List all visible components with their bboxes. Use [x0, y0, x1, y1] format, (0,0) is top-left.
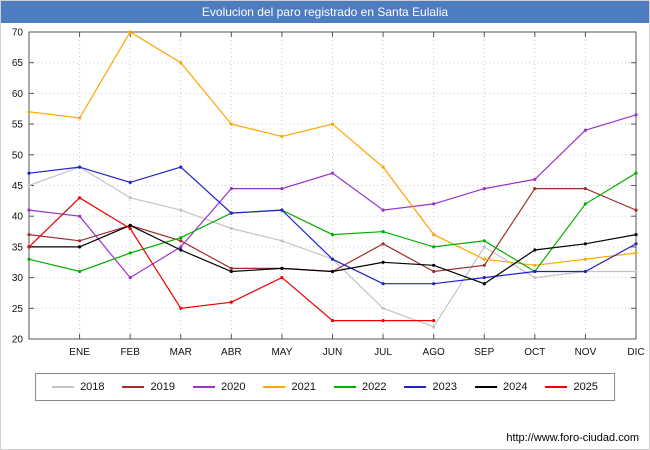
legend-item-2021: 2021 [263, 381, 316, 393]
svg-text:40: 40 [12, 212, 24, 223]
legend-swatch-2018 [52, 386, 75, 388]
svg-text:20: 20 [12, 335, 24, 346]
legend-label-2018: 2018 [80, 381, 105, 393]
legend-item-2025: 2025 [545, 381, 598, 393]
legend-box: 2018 2019 2020 2021 2022 2023 2024 2025 [35, 373, 615, 401]
legend-label-2023: 2023 [432, 381, 457, 393]
svg-text:MAR: MAR [170, 347, 192, 358]
svg-text:ENE: ENE [69, 347, 90, 358]
svg-text:MAY: MAY [271, 347, 292, 358]
legend-swatch-2023 [404, 386, 427, 388]
legend-item-2023: 2023 [404, 381, 457, 393]
legend-swatch-2024 [474, 386, 497, 388]
svg-text:25: 25 [12, 304, 24, 315]
chart-title: Evolucion del paro registrado en Santa E… [1, 1, 649, 23]
svg-text:AGO: AGO [423, 347, 445, 358]
svg-text:60: 60 [12, 89, 24, 100]
legend-item-2024: 2024 [474, 381, 528, 393]
svg-text:55: 55 [12, 120, 24, 131]
line-chart: 20 25 30 35 40 45 50 55 60 65 70 ENE FEB MAR ABR MAY JUN… [12, 28, 645, 359]
svg-text:35: 35 [12, 242, 24, 253]
svg-text:45: 45 [12, 181, 24, 192]
legend-label-2025: 2025 [573, 381, 598, 393]
legend-item-2022: 2022 [334, 381, 386, 393]
legend-swatch-2020 [193, 386, 216, 388]
legend-swatch-2022 [334, 386, 356, 388]
legend-label-2022: 2022 [362, 381, 387, 393]
footer: http://www.foro-ciudad.com [506, 432, 639, 444]
legend-swatch-2021 [263, 386, 286, 388]
svg-text:70: 70 [12, 28, 24, 39]
legend-label-2024: 2024 [502, 381, 528, 393]
svg-text:SEP: SEP [474, 347, 494, 358]
legend-label-2021: 2021 [291, 381, 316, 393]
svg-text:DIC: DIC [627, 347, 644, 358]
svg-text:OCT: OCT [524, 347, 545, 358]
svg-text:65: 65 [12, 58, 24, 69]
svg-text:FEB: FEB [120, 347, 140, 358]
legend-item-2020: 2020 [193, 381, 246, 393]
legend-item-2019: 2019 [122, 381, 176, 393]
legend-item-2018: 2018 [52, 381, 105, 393]
legend-swatch-2019 [122, 386, 145, 388]
legend-label-2019: 2019 [150, 381, 176, 393]
svg-text:ABR: ABR [221, 347, 242, 358]
svg-text:NOV: NOV [575, 347, 597, 358]
svg-text:30: 30 [12, 273, 24, 284]
legend-swatch-2025 [545, 386, 568, 388]
svg-text:JUL: JUL [374, 347, 392, 358]
legend-label-2020: 2020 [221, 381, 246, 393]
svg-text:50: 50 [12, 150, 24, 161]
svg-text:JUN: JUN [323, 347, 342, 358]
footer-link[interactable]: http://www.foro-ciudad.com [506, 432, 639, 444]
